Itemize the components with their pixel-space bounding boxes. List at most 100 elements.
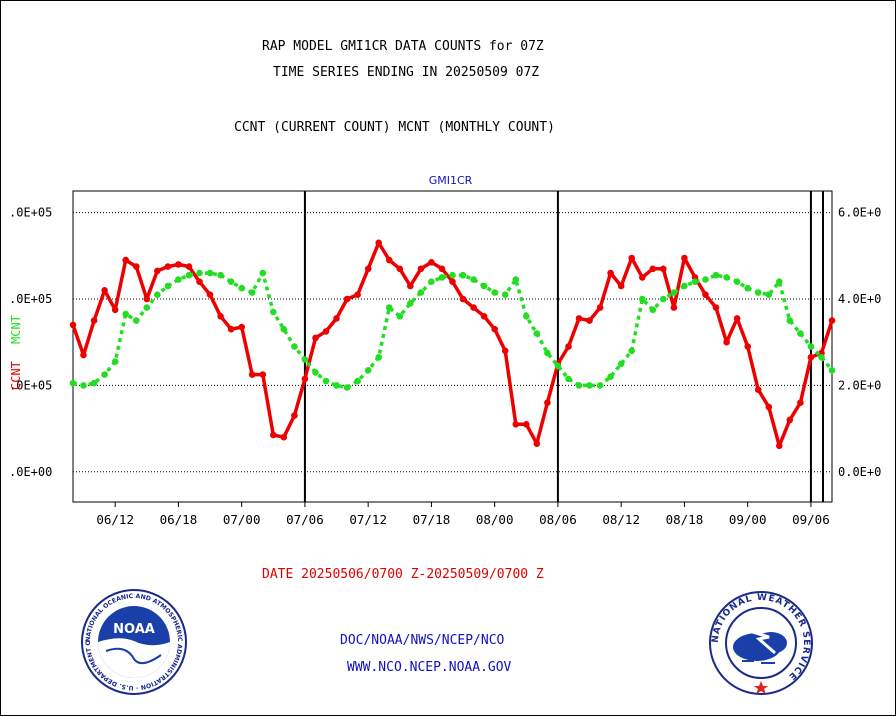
chart-subtitle: CCNT (CURRENT COUNT) MCNT (MONTHLY COUNT… <box>234 120 555 135</box>
data-point-ccnt <box>786 416 794 424</box>
noaa-seal-logo: NATIONAL OCEANIC AND ATMOSPHERIC ADMINIS… <box>81 589 187 695</box>
data-point-ccnt <box>828 317 836 324</box>
data-point-mcnt <box>712 271 720 279</box>
data-point-ccnt <box>470 304 477 311</box>
nws-seal-logo: NATIONAL WEATHER SERVICE <box>709 591 813 695</box>
data-point-ccnt <box>217 313 224 320</box>
data-point-ccnt <box>122 256 129 264</box>
data-point-ccnt <box>438 265 446 273</box>
right-y-tick-label: 4.0E+0 <box>838 292 881 306</box>
x-tick-label: 06/12 <box>96 512 134 527</box>
y-axis-label-ccnt: CCNT <box>9 361 23 390</box>
data-point-ccnt <box>80 351 87 359</box>
data-point-mcnt <box>776 278 783 286</box>
data-point-ccnt <box>111 306 119 314</box>
x-tick-label: 08/18 <box>666 512 704 527</box>
data-point-ccnt <box>154 267 161 275</box>
data-point-mcnt <box>206 269 214 277</box>
data-point-ccnt <box>639 274 646 281</box>
data-point-mcnt <box>828 367 836 374</box>
data-point-mcnt <box>238 284 245 292</box>
data-point-ccnt <box>364 265 372 273</box>
data-point-ccnt <box>523 421 530 428</box>
data-point-ccnt <box>512 421 520 428</box>
data-point-ccnt <box>238 323 245 331</box>
data-point-mcnt <box>670 289 678 296</box>
data-point-mcnt <box>607 373 614 381</box>
data-point-mcnt <box>280 325 288 333</box>
data-point-ccnt <box>575 315 583 322</box>
x-tick-label: 06/18 <box>160 512 198 527</box>
data-point-mcnt <box>818 354 825 361</box>
chart-title-line2: TIME SERIES ENDING IN 20250509 07Z <box>273 65 540 80</box>
data-point-mcnt <box>586 382 593 389</box>
data-point-mcnt <box>617 360 625 368</box>
data-point-ccnt <box>733 315 741 322</box>
data-point-mcnt <box>143 304 151 311</box>
time-series-plot: 06/12 06/18 07/00 07/06 07/12 07/18 08/00 08/06… <box>9 174 881 527</box>
data-point-ccnt <box>712 304 720 311</box>
data-point-mcnt <box>248 289 256 296</box>
data-point-mcnt <box>270 308 277 316</box>
x-tick-label: 08/00 <box>476 512 514 527</box>
data-point-ccnt <box>491 325 499 333</box>
data-point-mcnt <box>164 282 172 290</box>
date-range-label: DATE 20250506/0700 Z-20250509/0700 Z <box>262 567 544 582</box>
data-point-ccnt <box>628 254 635 262</box>
x-tick-label: 07/18 <box>413 512 451 527</box>
data-point-mcnt <box>544 349 551 357</box>
x-tick-label: 07/00 <box>223 512 261 527</box>
data-point-mcnt <box>386 304 393 311</box>
data-point-ccnt <box>375 239 383 247</box>
right-y-tick-label: 0.0E+0 <box>838 465 881 479</box>
data-point-mcnt <box>291 343 298 350</box>
data-point-mcnt <box>175 276 182 283</box>
data-point-ccnt <box>533 440 541 448</box>
data-point-mcnt <box>628 347 635 355</box>
data-point-mcnt <box>639 295 646 303</box>
data-point-mcnt <box>154 291 161 299</box>
data-point-mcnt <box>533 330 541 337</box>
x-tick-label: 07/06 <box>286 512 324 527</box>
x-tick-label: 09/06 <box>792 512 830 527</box>
data-point-ccnt <box>343 295 351 303</box>
data-point-ccnt <box>428 259 435 266</box>
data-point-ccnt <box>280 433 288 441</box>
data-point-mcnt <box>523 313 530 320</box>
y-axis-label-mcnt: MCNT <box>9 315 23 344</box>
data-point-mcnt <box>702 276 709 283</box>
data-point-ccnt <box>449 278 456 286</box>
data-point-mcnt <box>343 384 351 391</box>
data-point-mcnt <box>111 358 119 365</box>
data-point-mcnt <box>322 377 330 385</box>
data-point-mcnt <box>449 271 456 279</box>
data-point-ccnt <box>206 291 214 299</box>
data-point-ccnt <box>196 278 203 286</box>
data-point-ccnt <box>670 304 678 311</box>
data-point-mcnt <box>375 354 383 361</box>
grid-lines <box>73 212 832 473</box>
data-point-mcnt <box>259 269 267 277</box>
data-point-ccnt <box>797 399 804 407</box>
data-point-mcnt <box>480 282 488 290</box>
data-point-ccnt <box>164 263 172 270</box>
left-y-tick-label: .0E+05 <box>9 206 52 220</box>
data-point-mcnt <box>733 278 741 286</box>
data-point-mcnt <box>765 291 773 299</box>
data-point-mcnt <box>491 289 499 296</box>
data-point-mcnt <box>501 291 509 299</box>
data-point-mcnt <box>438 274 446 281</box>
data-point-ccnt <box>227 325 235 333</box>
data-point-mcnt <box>428 278 435 286</box>
data-point-mcnt <box>301 356 309 363</box>
data-point-mcnt <box>90 379 98 387</box>
data-point-ccnt <box>586 317 593 324</box>
x-tick-label: 07/12 <box>349 512 387 527</box>
data-point-ccnt <box>544 399 551 407</box>
data-point-ccnt <box>501 347 509 355</box>
data-point-mcnt <box>744 284 751 292</box>
data-point-ccnt <box>723 338 730 346</box>
data-point-mcnt <box>227 278 235 286</box>
data-point-mcnt <box>122 310 129 318</box>
data-point-mcnt <box>354 377 361 385</box>
